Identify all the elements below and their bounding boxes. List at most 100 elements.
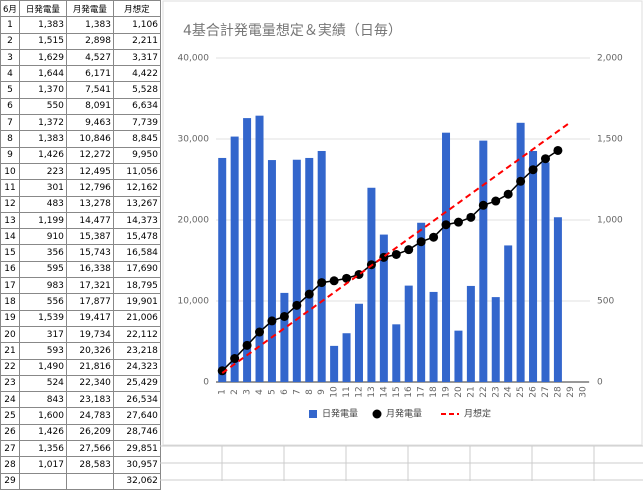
x-tick-label: 23: [491, 386, 501, 397]
y-tick-label: 40,000: [178, 54, 210, 64]
table-row: 6月 日発電量 月発電量 月想定: [0, 0, 161, 18]
marker: [292, 300, 302, 310]
bar: [354, 303, 363, 382]
marker: [453, 217, 463, 227]
x-tick-label: 21: [466, 386, 476, 397]
bar: [330, 345, 339, 382]
table-row: 2 1,515 2,898 2,211: [0, 32, 161, 50]
x-tick-label: 18: [429, 386, 439, 398]
bar: [541, 162, 550, 382]
table-row: 11 301 12,796 12,162: [0, 179, 161, 197]
marker: [255, 327, 265, 337]
bar: [243, 118, 252, 383]
marker: [342, 273, 352, 283]
x-tick-label: 7: [292, 389, 302, 395]
x-tick-label: 10: [330, 386, 340, 398]
marker: [416, 237, 426, 247]
table-row: 7 1,372 9,463 7,739: [0, 114, 161, 132]
table-row: 23 524 22,340 25,429: [0, 374, 161, 393]
bar: [218, 157, 227, 382]
table-row: 4 1,644 6,171 4,422: [0, 65, 161, 83]
table-row: 16 595 16,338 17,690: [0, 260, 161, 279]
bar: [404, 285, 413, 382]
x-tick-label: 27: [541, 386, 551, 397]
bar: [491, 297, 500, 382]
x-tick-label: 14: [379, 386, 389, 398]
bar: [417, 222, 426, 382]
marker: [242, 340, 252, 350]
y-tick-label: 30,000: [178, 135, 210, 145]
marker: [441, 220, 451, 230]
x-tick-label: 16: [404, 386, 414, 398]
bar: [317, 150, 326, 382]
legend-swatch: [309, 410, 317, 418]
bar: [466, 285, 475, 382]
bar: [429, 291, 438, 382]
y2-tick-label: 500: [597, 297, 614, 307]
x-tick-label: 30: [578, 386, 588, 398]
bar: [553, 217, 562, 382]
legend-label: 月想定: [464, 408, 491, 420]
marker: [503, 189, 513, 199]
table-row: 9 1,426 12,272 9,950: [0, 146, 161, 164]
x-tick-label: 26: [529, 386, 539, 398]
table-cell: 5,528: [112, 81, 161, 99]
marker: [317, 278, 327, 288]
data-table: 6月 日発電量 月発電量 月想定 1 1,383 1,383 1,106 2 1,515 2,898…: [0, 0, 161, 490]
x-tick-label: 2: [230, 389, 240, 395]
legend-label: 日発電量: [322, 408, 358, 420]
table-row: 24 843 23,183 26,534: [0, 391, 161, 409]
y-tick-label: 20,000: [178, 216, 210, 226]
bar: [504, 245, 513, 382]
y2-tick-label: 0: [597, 378, 603, 388]
marker: [553, 145, 563, 155]
line: [221, 149, 559, 372]
y2-tick-label: 1,000: [597, 216, 623, 226]
y-tick-label: 0: [203, 378, 209, 388]
bar: [479, 140, 488, 382]
y2-tick-label: 1,500: [597, 135, 623, 145]
x-tick-label: 13: [367, 386, 377, 397]
marker: [516, 176, 526, 186]
marker: [391, 249, 401, 259]
bar: [305, 157, 314, 382]
x-tick-label: 4: [255, 389, 265, 395]
x-tick-label: 6: [280, 389, 290, 395]
bar: [292, 159, 301, 382]
table-row: 22 1,490 21,816 24,323: [0, 358, 161, 376]
bar: [442, 132, 451, 382]
x-tick-label: 24: [504, 386, 514, 398]
marker: [267, 316, 277, 326]
bar: [379, 234, 388, 382]
bar: [267, 160, 276, 382]
table-row: 28 1,017 28,583 30,957: [0, 456, 161, 474]
bar: [392, 324, 401, 382]
bar: [342, 333, 351, 382]
x-tick-label: 9: [317, 389, 327, 395]
table-row: 26 1,426 26,209 28,746: [0, 423, 161, 442]
chart-title: 4基合計発電量想定＆実績（日毎）: [183, 22, 402, 39]
marker: [528, 165, 538, 175]
x-tick-label: 25: [516, 386, 526, 397]
table-row: 18 556 17,877 19,901: [0, 293, 161, 311]
marker: [540, 154, 550, 164]
bar: [516, 122, 525, 383]
marker: [404, 245, 414, 255]
chart-frame: [162, 0, 643, 446]
table-row: 15 356 15,743 16,584: [0, 244, 161, 262]
x-tick-label: 3: [243, 389, 253, 395]
marker: [466, 212, 476, 222]
x-tick-label: 1: [218, 389, 228, 395]
marker: [478, 200, 488, 210]
table-row: 8 1,383 10,846 8,845: [0, 130, 161, 148]
x-tick-label: 29: [566, 386, 576, 398]
x-tick-label: 17: [417, 386, 427, 397]
bar: [230, 136, 239, 382]
marker: [217, 366, 227, 376]
marker: [304, 289, 314, 299]
y-tick-label: 10,000: [178, 297, 210, 307]
x-tick-label: 22: [479, 386, 489, 397]
x-tick-label: 28: [553, 386, 563, 398]
legend-label: 月発電量: [386, 408, 422, 420]
